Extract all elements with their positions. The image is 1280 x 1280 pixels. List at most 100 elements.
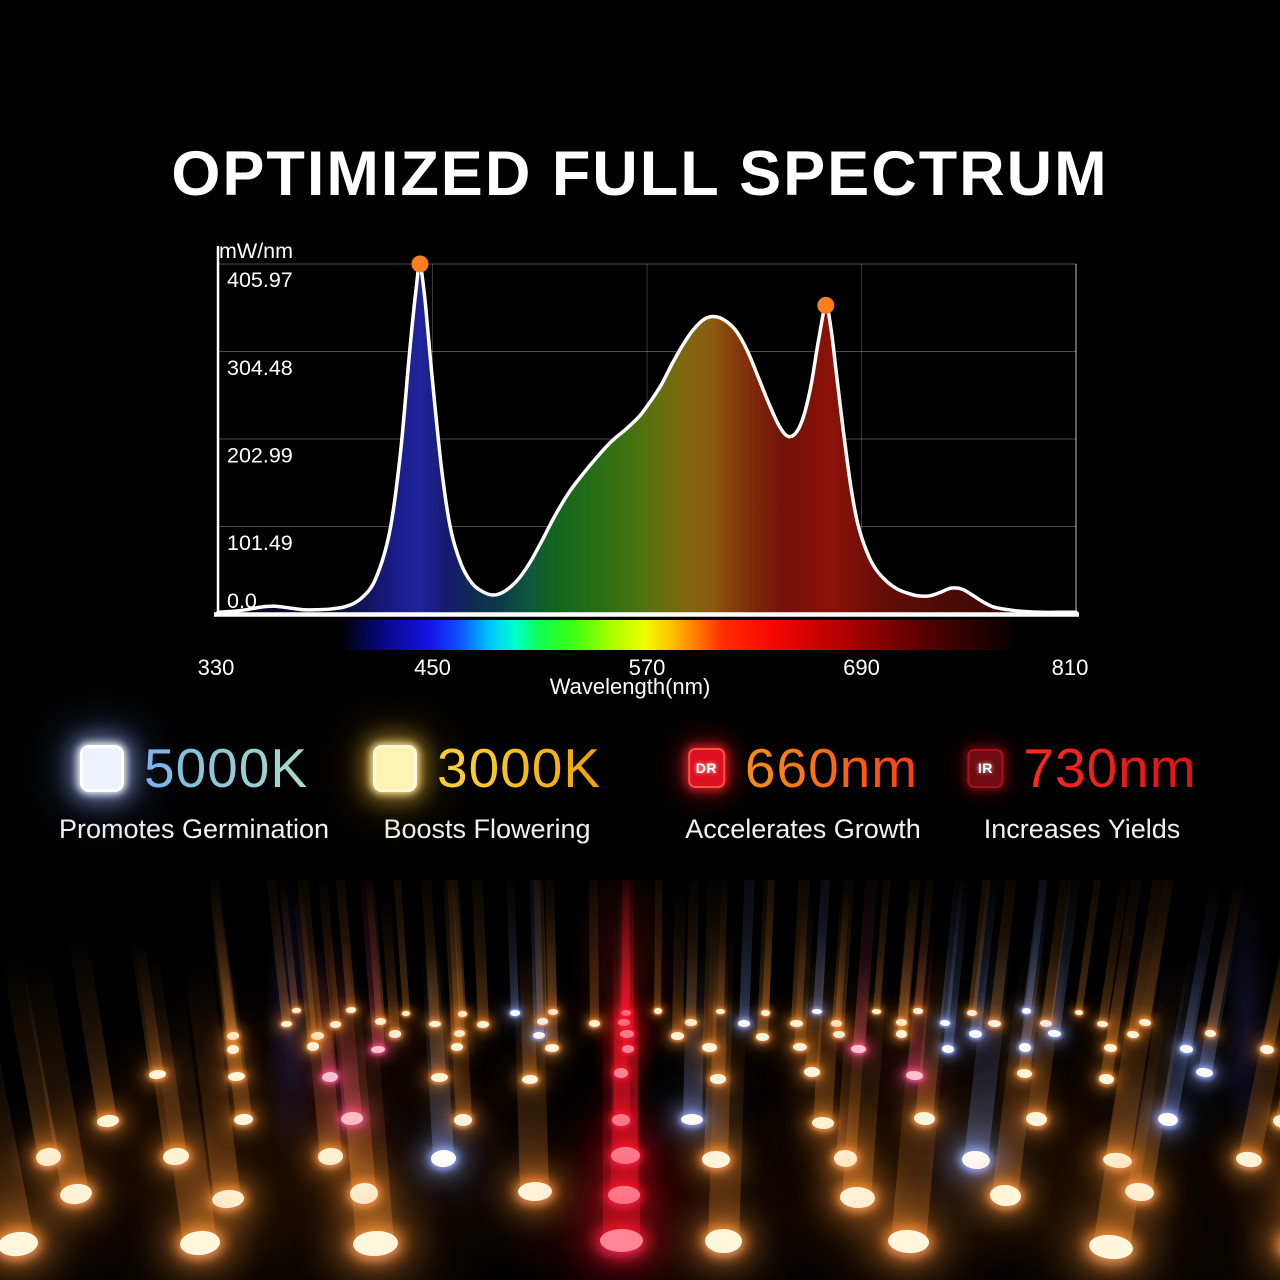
light-beam xyxy=(440,880,463,1048)
led xyxy=(671,1032,685,1041)
led xyxy=(351,1229,399,1258)
led xyxy=(701,1042,717,1052)
light-beam xyxy=(588,880,599,1024)
feature-top: 3000K xyxy=(372,738,601,798)
led xyxy=(345,1007,357,1014)
led xyxy=(1179,1043,1194,1053)
led xyxy=(233,1113,254,1126)
feature-value: 730nm xyxy=(1023,736,1197,799)
led xyxy=(812,1008,823,1014)
light-beam xyxy=(205,880,238,1050)
led xyxy=(701,1150,731,1168)
led xyxy=(1021,1007,1032,1014)
light-beam xyxy=(262,880,292,1025)
light-beam xyxy=(0,985,35,1248)
led xyxy=(1157,1111,1180,1128)
light-beam xyxy=(805,926,828,1073)
light-beam xyxy=(325,916,363,1119)
feature-660nm: DR 660nm Accelerates Growth xyxy=(685,738,921,845)
light-beam xyxy=(210,922,244,1078)
led xyxy=(34,1146,62,1168)
light-haze xyxy=(1220,880,1272,1180)
led xyxy=(1259,1044,1275,1056)
led xyxy=(509,1010,520,1017)
light-beam xyxy=(1041,880,1077,1025)
chart-label: 570 xyxy=(629,655,666,680)
light-beam xyxy=(940,880,966,1024)
light-beam xyxy=(1105,880,1149,1049)
spectrum-chart-svg: mW/nm 0.0 101.49 202.99 304.48 405.97 330 450 57… xyxy=(198,239,1089,699)
led xyxy=(401,1010,411,1017)
light-beam xyxy=(739,880,758,1024)
led xyxy=(617,1018,630,1027)
light-beam xyxy=(890,980,949,1244)
led xyxy=(317,1147,344,1167)
light-beam xyxy=(512,931,550,1193)
led xyxy=(709,1073,726,1084)
chart-label: 304.48 xyxy=(227,356,293,380)
page-title: OPTIMIZED FULL SPECTRUM xyxy=(171,139,1109,210)
light-beam xyxy=(544,880,557,1013)
light-beam xyxy=(907,920,936,1076)
light-beam xyxy=(685,880,700,1023)
led xyxy=(831,1019,843,1027)
light-beam xyxy=(1261,880,1280,1052)
light-haze xyxy=(264,880,316,1180)
light-beam xyxy=(704,904,736,1160)
led xyxy=(148,1068,167,1080)
led xyxy=(913,1007,924,1015)
light-beam xyxy=(1099,948,1132,1080)
light-beam xyxy=(1127,933,1194,1195)
led xyxy=(792,1042,808,1052)
light-beam xyxy=(842,937,891,1199)
light-beam xyxy=(832,880,852,1024)
light-beam xyxy=(964,908,1016,1162)
chart-label: mW/nm xyxy=(219,239,293,263)
led xyxy=(428,1020,441,1028)
led xyxy=(95,1113,120,1128)
led xyxy=(1018,1042,1032,1052)
led xyxy=(1103,1042,1118,1053)
light-beam xyxy=(761,880,778,1014)
light-beam xyxy=(710,934,729,1079)
light-beam xyxy=(1159,937,1209,1121)
light-beam xyxy=(1075,880,1112,1014)
light-beam xyxy=(1127,880,1173,1036)
feature-top: IR 730nm xyxy=(967,738,1196,798)
chart-label: 810 xyxy=(1052,655,1089,680)
spectrum-chart: mW/nm 0.0 101.49 202.99 304.48 405.97 330 450 57… xyxy=(0,230,1280,700)
light-beam xyxy=(128,923,165,1076)
led xyxy=(430,1149,457,1167)
led xyxy=(349,1181,379,1205)
led xyxy=(280,1020,293,1028)
light-beam xyxy=(813,880,835,1012)
light-beam xyxy=(613,955,630,1121)
led xyxy=(1204,1029,1217,1038)
light-beam xyxy=(943,880,973,1050)
chart-label: 450 xyxy=(414,655,451,680)
led-chip-infrared-icon: IR xyxy=(967,748,1004,788)
led xyxy=(536,1017,549,1025)
led xyxy=(371,1045,386,1054)
led xyxy=(589,1020,600,1028)
led xyxy=(608,1185,641,1204)
led xyxy=(1096,1020,1108,1028)
light-beam xyxy=(672,880,687,1037)
led xyxy=(839,1186,875,1209)
led xyxy=(1272,1114,1280,1130)
light-beam xyxy=(316,880,341,1026)
feature-top: DR 660nm xyxy=(687,738,918,798)
led xyxy=(895,1019,908,1027)
light-beam xyxy=(447,955,472,1121)
light-beam xyxy=(335,982,395,1245)
light-beam xyxy=(309,929,337,1079)
light-beam xyxy=(331,937,377,1195)
light-beam xyxy=(896,880,920,1024)
light-beam xyxy=(0,937,59,1159)
light-beam xyxy=(542,893,559,1048)
light-beam xyxy=(1049,880,1085,1035)
light-beam xyxy=(620,880,633,1034)
led xyxy=(430,1072,448,1083)
led-chip-deep-red-icon: DR xyxy=(687,748,725,788)
led xyxy=(547,1009,558,1016)
